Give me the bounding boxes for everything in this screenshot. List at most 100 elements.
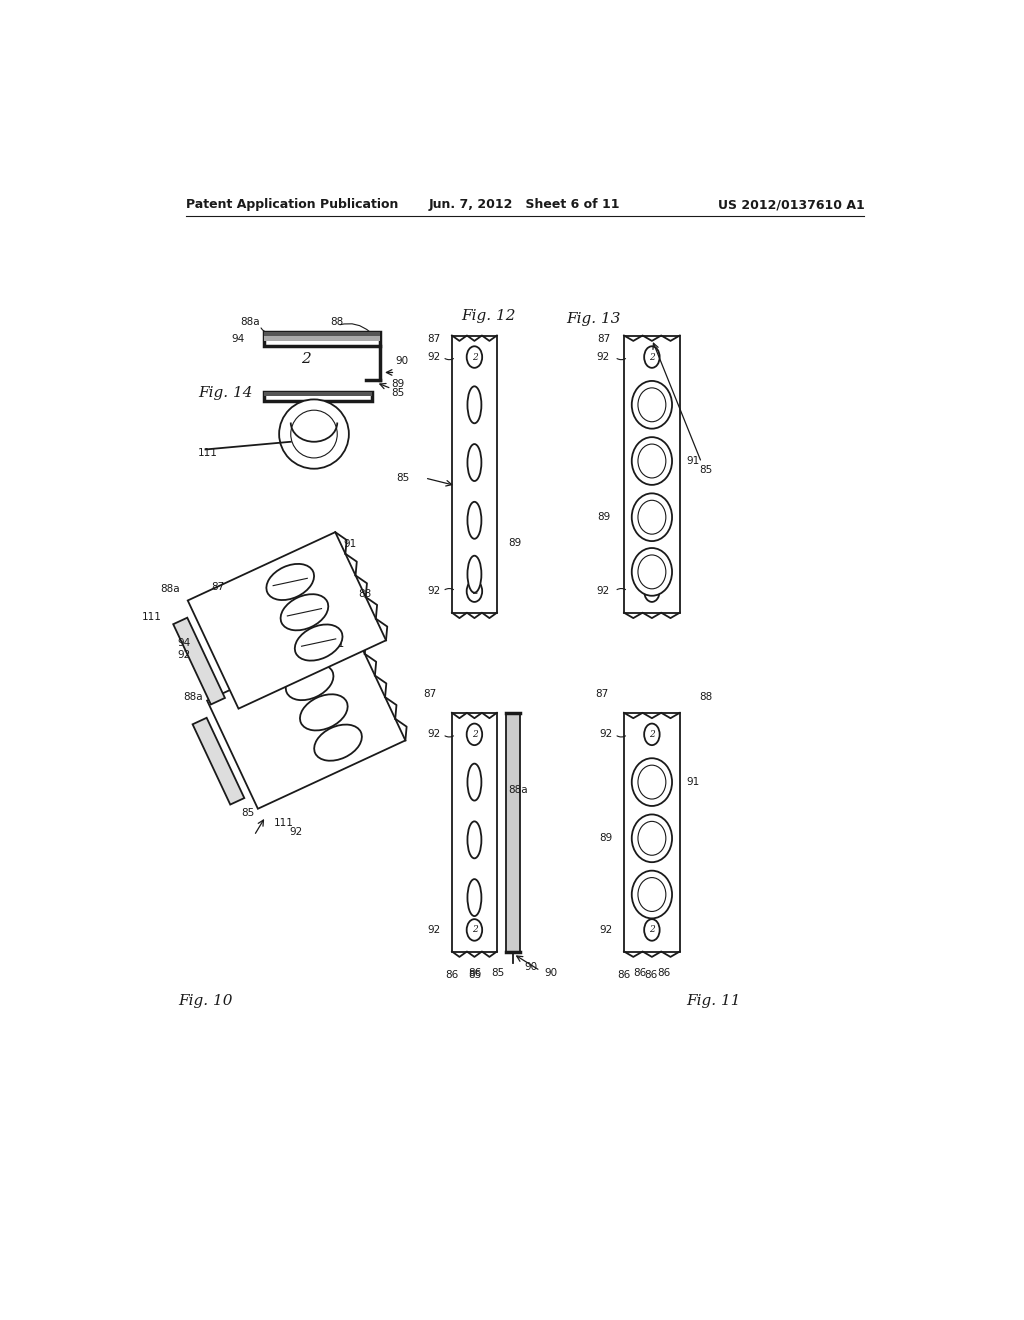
Text: 85: 85 (699, 465, 713, 475)
Ellipse shape (638, 500, 666, 535)
Ellipse shape (644, 723, 659, 744)
Ellipse shape (638, 444, 666, 478)
Text: 2: 2 (649, 925, 654, 935)
Text: 87: 87 (423, 689, 436, 698)
Text: 92: 92 (427, 925, 440, 935)
Text: 87: 87 (211, 582, 224, 591)
Text: 89: 89 (391, 379, 404, 389)
Text: 2: 2 (649, 352, 654, 362)
Ellipse shape (632, 758, 672, 807)
Text: 94: 94 (231, 334, 245, 345)
Ellipse shape (467, 879, 481, 916)
Ellipse shape (632, 381, 672, 429)
Text: 91: 91 (686, 455, 699, 466)
Ellipse shape (281, 594, 329, 631)
Polygon shape (193, 718, 245, 805)
Text: 87: 87 (595, 689, 608, 698)
Ellipse shape (467, 387, 481, 424)
Text: US 2012/0137610 A1: US 2012/0137610 A1 (718, 198, 864, 211)
Text: Jun. 7, 2012   Sheet 6 of 11: Jun. 7, 2012 Sheet 6 of 11 (429, 198, 621, 211)
Text: 92: 92 (427, 730, 440, 739)
Ellipse shape (638, 554, 666, 589)
Bar (452, 335, 497, 612)
Ellipse shape (467, 581, 482, 602)
Ellipse shape (467, 502, 481, 539)
Text: Fig. 12: Fig. 12 (461, 309, 516, 322)
Polygon shape (187, 532, 386, 709)
Text: 89: 89 (509, 539, 522, 548)
Bar (263, 392, 372, 396)
Ellipse shape (467, 763, 481, 800)
Bar (263, 337, 380, 341)
Text: 88: 88 (699, 693, 713, 702)
Text: 88a: 88a (161, 583, 180, 594)
Text: 90: 90 (544, 968, 557, 978)
Text: 92: 92 (597, 586, 610, 597)
Ellipse shape (638, 878, 666, 911)
Text: 91: 91 (332, 639, 345, 649)
Text: 86: 86 (644, 970, 657, 979)
Text: 88a: 88a (183, 692, 203, 702)
Text: 90: 90 (395, 356, 409, 366)
Text: 2: 2 (301, 351, 311, 366)
Text: 90: 90 (524, 962, 538, 972)
Ellipse shape (644, 919, 659, 941)
Ellipse shape (300, 694, 348, 730)
Ellipse shape (638, 388, 666, 422)
Text: 92: 92 (177, 649, 190, 660)
Ellipse shape (467, 723, 482, 744)
Text: 88: 88 (358, 589, 372, 599)
Text: 92: 92 (289, 826, 302, 837)
Text: 86: 86 (445, 970, 459, 979)
Text: 87: 87 (427, 334, 440, 345)
Ellipse shape (644, 581, 659, 602)
Text: 94: 94 (177, 639, 190, 648)
Text: 92: 92 (597, 352, 610, 362)
Ellipse shape (638, 821, 666, 855)
Ellipse shape (467, 346, 482, 368)
Text: 87: 87 (597, 334, 610, 345)
Text: 86: 86 (468, 968, 481, 978)
Text: 111: 111 (141, 611, 162, 622)
Bar (263, 392, 372, 401)
Text: 85: 85 (396, 473, 410, 483)
Text: 91: 91 (686, 777, 699, 787)
Text: 86: 86 (634, 968, 647, 978)
Text: 2: 2 (471, 586, 477, 595)
Ellipse shape (266, 564, 314, 601)
Ellipse shape (632, 814, 672, 862)
Text: 86: 86 (617, 970, 631, 979)
Ellipse shape (632, 437, 672, 484)
Text: 111: 111 (198, 449, 218, 458)
Text: 92: 92 (427, 586, 440, 597)
Ellipse shape (644, 346, 659, 368)
Text: 85: 85 (469, 970, 482, 979)
Ellipse shape (467, 821, 481, 858)
Bar (624, 335, 680, 612)
Ellipse shape (467, 556, 481, 593)
Text: 2: 2 (649, 730, 654, 739)
Text: 89: 89 (599, 833, 612, 843)
Text: Fig. 13: Fig. 13 (566, 313, 621, 326)
Text: 88a: 88a (509, 785, 528, 795)
Text: Fig. 14: Fig. 14 (198, 385, 252, 400)
Text: 92: 92 (599, 925, 612, 935)
Ellipse shape (314, 725, 361, 760)
Text: 86: 86 (657, 968, 670, 978)
Text: 92: 92 (427, 352, 440, 362)
Text: 2: 2 (471, 730, 477, 739)
Bar (624, 713, 680, 952)
Bar (506, 713, 520, 952)
Bar (263, 331, 380, 337)
Bar (452, 713, 497, 952)
Text: 88: 88 (331, 317, 344, 327)
Text: 111: 111 (273, 817, 293, 828)
Text: 85: 85 (241, 808, 254, 817)
Ellipse shape (632, 494, 672, 541)
Ellipse shape (286, 664, 334, 700)
Bar (263, 331, 380, 346)
Polygon shape (173, 618, 225, 705)
Text: Fig. 10: Fig. 10 (178, 994, 232, 1008)
Text: 85: 85 (492, 968, 504, 978)
Text: 91: 91 (343, 539, 356, 549)
